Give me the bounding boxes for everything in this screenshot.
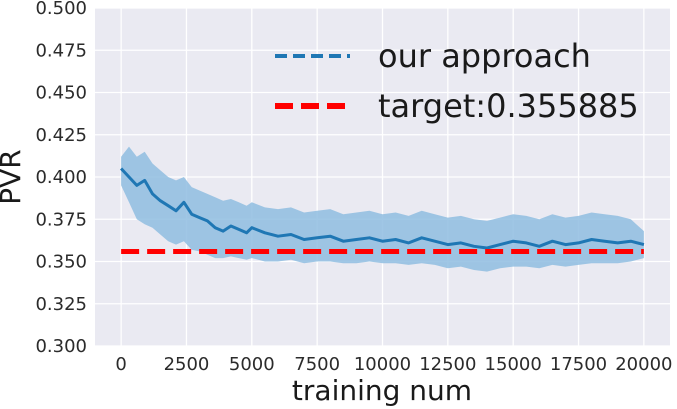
y-tick-label: 0.300	[35, 336, 87, 357]
y-tick-label: 0.500	[35, 0, 87, 19]
x-tick-label: 10000	[354, 354, 411, 375]
y-tick-labels: 0.300 0.325 0.350 0.375 0.400 0.425 0.450 0.475…	[35, 0, 87, 357]
legend-label-target: target:0.355885	[378, 87, 639, 125]
x-tick-label: 20000	[615, 354, 672, 375]
y-tick-label: 0.450	[35, 83, 87, 104]
y-tick-label: 0.325	[35, 294, 87, 315]
y-tick-label: 0.350	[35, 252, 87, 273]
x-tick-label: 5000	[229, 354, 275, 375]
x-tick-labels: 0 2500 5000 7500 10000 12500 15000 17500 20000	[115, 354, 672, 375]
y-tick-label: 0.475	[35, 40, 87, 61]
y-axis-label: PVR	[0, 149, 27, 205]
y-tick-label: 0.425	[35, 125, 87, 146]
grid-lines	[95, 7, 670, 347]
y-tick-label: 0.400	[35, 167, 87, 188]
x-tick-label: 0	[115, 354, 126, 375]
x-axis-label: training num	[292, 374, 472, 407]
y-tick-label: 0.375	[35, 209, 87, 230]
x-tick-label: 2500	[164, 354, 210, 375]
x-tick-label: 12500	[419, 354, 476, 375]
x-tick-label: 17500	[550, 354, 607, 375]
legend: our approach target:0.355885	[275, 37, 639, 125]
x-tick-label: 15000	[485, 354, 542, 375]
x-tick-label: 7500	[294, 354, 340, 375]
series-lines	[120, 167, 645, 255]
legend-label-our-approach: our approach	[378, 37, 591, 75]
series-line-our-approach	[120, 167, 645, 250]
